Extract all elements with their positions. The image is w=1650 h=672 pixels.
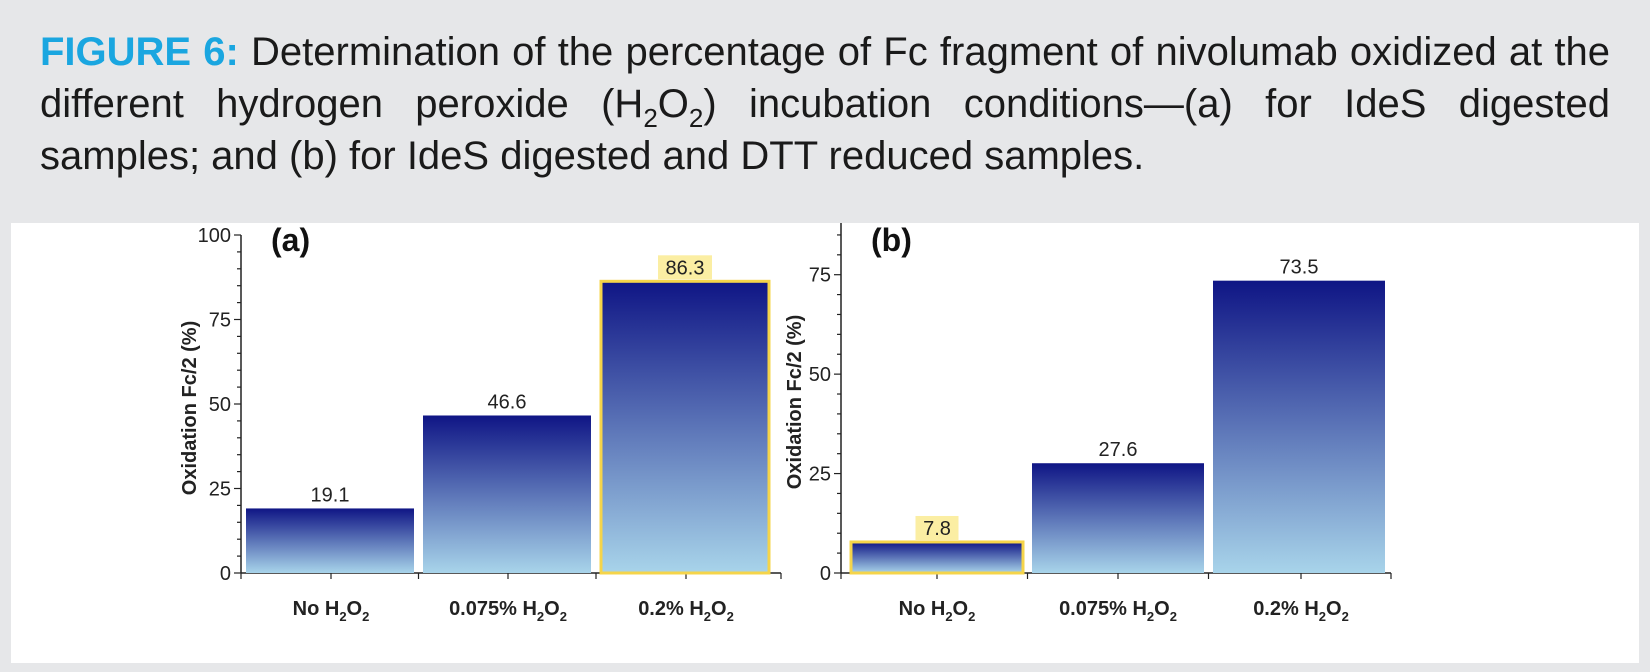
y-tick-label: 0 bbox=[220, 563, 231, 585]
y-tick-label: 75 bbox=[809, 265, 831, 287]
y-tick-label: 100 bbox=[198, 225, 231, 247]
value-label-2: 46.6 bbox=[488, 391, 527, 413]
category-label-2: 0.075% H2O2 bbox=[1059, 598, 1177, 624]
y-tick-label: 25 bbox=[809, 464, 831, 486]
charts-svg: 0 25 50 75 100 19.1 No H2O2 46.6 0.075% H2O2 86.3… bbox=[179, 223, 1392, 624]
bar-2 bbox=[423, 415, 591, 573]
caption-sub-1: 2 bbox=[643, 103, 658, 133]
figure-caption: FIGURE 6: Determination of the percentag… bbox=[40, 26, 1610, 182]
value-label-highlight bbox=[658, 255, 712, 280]
chart-panel: 0 25 50 75 100 19.1 No H2O2 46.6 0.075% H2O2 86.3… bbox=[11, 223, 1639, 663]
figure-label: FIGURE 6: bbox=[40, 30, 239, 74]
value-label-1: 7.8 bbox=[923, 518, 951, 540]
category-label-1: No H2O2 bbox=[293, 598, 370, 624]
y-tick-label: 25 bbox=[209, 479, 231, 501]
bar-2 bbox=[1032, 463, 1204, 573]
caption-sub-2: 2 bbox=[688, 103, 704, 133]
y-axis-label: Oxidation Fc/2 (%) bbox=[179, 321, 201, 495]
bar-3 bbox=[599, 279, 771, 575]
y-tick-label: 50 bbox=[209, 394, 231, 416]
value-label-highlight bbox=[915, 515, 959, 540]
y-tick-label: 50 bbox=[809, 364, 831, 386]
value-label-1: 19.1 bbox=[311, 484, 350, 506]
category-label-2: 0.075% H2O2 bbox=[449, 598, 567, 624]
bar-1 bbox=[849, 540, 1025, 575]
value-label-3: 73.5 bbox=[1280, 257, 1319, 279]
value-label-2: 27.6 bbox=[1099, 439, 1138, 461]
caption-text-1: Determination of the percentage of Fc fr… bbox=[40, 30, 1610, 126]
bar-1 bbox=[246, 508, 414, 573]
category-label-3: 0.2% H2O2 bbox=[1253, 598, 1349, 624]
y-tick-label: 75 bbox=[209, 310, 231, 332]
value-label-3: 86.3 bbox=[666, 257, 705, 279]
panel-label: (a) bbox=[271, 223, 310, 258]
category-label-3: 0.2% H2O2 bbox=[638, 598, 734, 624]
caption-text-3: ) incubation conditions—(a) for IdeS dig… bbox=[40, 82, 1611, 178]
caption-text-2: O bbox=[657, 82, 689, 126]
category-label-1: No H2O2 bbox=[899, 598, 976, 624]
y-tick-label: 0 bbox=[820, 563, 831, 585]
panel-label: (b) bbox=[871, 223, 912, 258]
bar-3 bbox=[1213, 280, 1385, 573]
y-axis-label: Oxidation Fc/2 (%) bbox=[784, 315, 806, 489]
